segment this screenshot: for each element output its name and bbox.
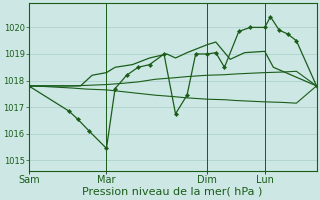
X-axis label: Pression niveau de la mer( hPa ): Pression niveau de la mer( hPa ) bbox=[83, 187, 263, 197]
